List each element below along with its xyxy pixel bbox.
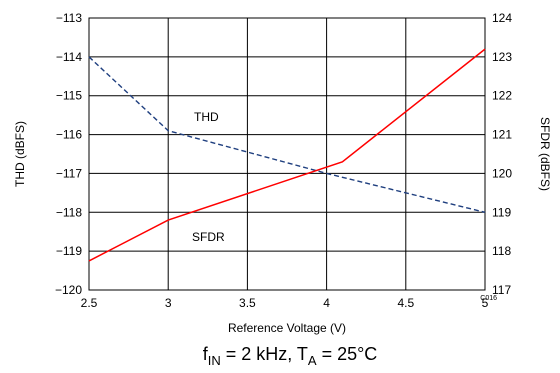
x-axis-label: Reference Voltage (V) [228, 321, 346, 335]
left-axis-label: THD (dBFS) [13, 121, 27, 187]
left-tick-label: −116 [56, 128, 82, 142]
thd-line [88, 56, 486, 213]
right-tick-label: 119 [492, 205, 511, 219]
caption-f-subscript: IN [208, 353, 221, 368]
left-tick-label: −115 [56, 89, 82, 103]
left-tick-label: −117 [56, 166, 82, 180]
plot-frame [88, 17, 486, 291]
x-tick-label: 4 [323, 296, 330, 310]
right-axis-label: SFDR (dBFS) [538, 117, 552, 191]
x-tick-label: 4.5 [397, 296, 414, 310]
caption-f: f [203, 344, 209, 364]
left-tick-label: −119 [56, 244, 82, 258]
x-axis-ticks: 2.5 3 3.5 4 4.5 5 [81, 296, 489, 310]
caption-t-subscript: A [308, 353, 317, 368]
right-tick-label: 124 [492, 11, 512, 25]
right-tick-label: 118 [492, 244, 511, 258]
figure-code: C016 [480, 295, 497, 302]
left-tick-label: −114 [56, 50, 82, 64]
x-tick-label: 3 [165, 296, 172, 310]
right-axis-ticks: 117 118 119 120 121 122 123 124 [492, 11, 512, 297]
left-tick-label: −118 [56, 205, 82, 219]
thd-series-annotation: THD [194, 110, 219, 124]
test-conditions-caption: fIN = 2 kHz, TA = 25°C [203, 344, 378, 368]
x-tick-label: 3.5 [239, 296, 256, 310]
grid-lines [88, 17, 486, 291]
sfdr-line [88, 48, 486, 262]
caption-freq: = 2 kHz, T [221, 344, 308, 364]
right-tick-label: 121 [492, 128, 512, 142]
series-lines [88, 48, 486, 262]
x-tick-label: 2.5 [81, 296, 98, 310]
x-tick-label: 5 [482, 296, 489, 310]
right-tick-label: 120 [492, 166, 512, 180]
sfdr-series-annotation: SFDR [192, 230, 225, 244]
left-tick-label: −113 [56, 11, 82, 25]
left-axis-ticks: −120 −119 −118 −117 −116 −115 −114 −113 [55, 11, 82, 297]
left-tick-label: −120 [55, 283, 82, 297]
right-tick-label: 122 [492, 89, 512, 103]
caption-temp: = 25°C [317, 344, 378, 364]
right-tick-label: 117 [492, 283, 511, 297]
right-tick-label: 123 [492, 50, 512, 64]
